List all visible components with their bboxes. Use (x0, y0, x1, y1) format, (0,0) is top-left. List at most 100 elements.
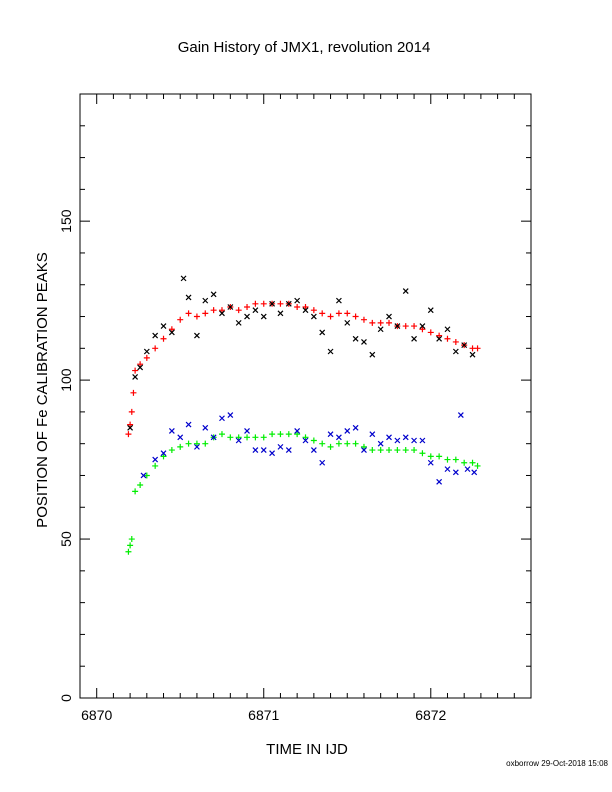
data-point (402, 447, 409, 454)
data-point (386, 434, 392, 441)
data-point (319, 459, 326, 466)
data-point (436, 453, 443, 460)
data-point (194, 332, 200, 339)
data-point (285, 447, 292, 453)
data-point (471, 469, 478, 476)
data-point (461, 342, 468, 349)
data-point (436, 335, 443, 342)
data-point (411, 335, 417, 342)
data-point (152, 456, 159, 463)
data-point (361, 447, 367, 453)
data-series-3 (125, 431, 481, 555)
data-point (427, 329, 434, 336)
data-point (469, 459, 476, 466)
y-tick-label: 100 (58, 368, 74, 392)
footer-stamp: oxborrow 29-Oct-2018 15:08 (506, 759, 608, 768)
data-point (319, 440, 326, 447)
data-series-1 (125, 300, 481, 438)
data-point (227, 412, 234, 418)
data-point (319, 329, 326, 336)
data-point (244, 303, 251, 310)
data-point (464, 466, 471, 473)
data-point (474, 462, 481, 469)
data-point (427, 307, 434, 314)
x-axis-label: TIME IN IJD (266, 741, 348, 758)
data-point (260, 313, 267, 320)
data-point (143, 348, 150, 355)
data-point (219, 415, 225, 422)
data-point (310, 437, 317, 444)
data-point (285, 431, 292, 438)
data-point (377, 319, 384, 326)
data-point (152, 332, 159, 339)
x-tick-label: 6870 (81, 707, 112, 723)
data-point (193, 440, 200, 447)
data-point (125, 548, 132, 555)
x-axis-ticks: 6870 6871 6872 (81, 94, 515, 723)
data-point (227, 304, 234, 310)
data-point (444, 466, 451, 473)
data-point (386, 319, 393, 326)
data-point (411, 323, 418, 330)
data-point (327, 348, 334, 355)
data-point (132, 488, 139, 495)
series-layer (125, 275, 481, 555)
data-point (419, 323, 426, 329)
data-point (402, 323, 409, 330)
data-point (177, 443, 184, 450)
chart-title: Gain History of JMX1, revolution 2014 (178, 39, 431, 56)
data-point (128, 408, 135, 415)
data-point (202, 310, 209, 317)
data-point (444, 326, 451, 333)
data-point (369, 447, 376, 454)
data-point (244, 434, 251, 441)
data-point (444, 335, 451, 342)
data-point (310, 447, 317, 453)
data-point (377, 447, 384, 454)
data-point (302, 307, 309, 314)
data-point (285, 300, 292, 307)
data-point (235, 434, 242, 441)
data-point (436, 332, 443, 339)
data-point (394, 323, 401, 329)
data-point (427, 459, 434, 466)
data-point (452, 338, 459, 345)
x-tick-label: 6871 (248, 707, 279, 723)
data-point (137, 361, 144, 368)
data-point (244, 428, 250, 434)
data-point (294, 428, 301, 434)
data-point (352, 424, 359, 431)
data-point (202, 424, 209, 431)
data-point (452, 469, 459, 476)
data-point (427, 453, 434, 460)
data-point (227, 434, 234, 441)
data-point (344, 440, 351, 447)
data-point (386, 447, 393, 454)
data-point (452, 348, 459, 355)
data-point (185, 421, 192, 428)
data-point (160, 450, 167, 457)
data-point (180, 275, 187, 282)
data-point (143, 472, 150, 479)
data-point (260, 447, 267, 453)
data-point (469, 345, 476, 352)
data-point (235, 307, 242, 314)
data-point (335, 310, 342, 317)
data-point (469, 351, 476, 358)
data-point (168, 447, 175, 454)
data-point (319, 310, 326, 317)
data-point (235, 319, 242, 326)
data-point (369, 431, 376, 438)
data-point (252, 434, 259, 441)
data-point (260, 300, 267, 307)
data-point (360, 316, 367, 323)
data-point (394, 437, 401, 444)
data-point (277, 300, 284, 307)
data-point (419, 437, 426, 444)
data-point (260, 434, 267, 441)
data-point (125, 431, 132, 438)
data-point (352, 440, 359, 447)
data-point (160, 453, 167, 460)
data-point (269, 300, 276, 307)
data-point (402, 288, 409, 295)
